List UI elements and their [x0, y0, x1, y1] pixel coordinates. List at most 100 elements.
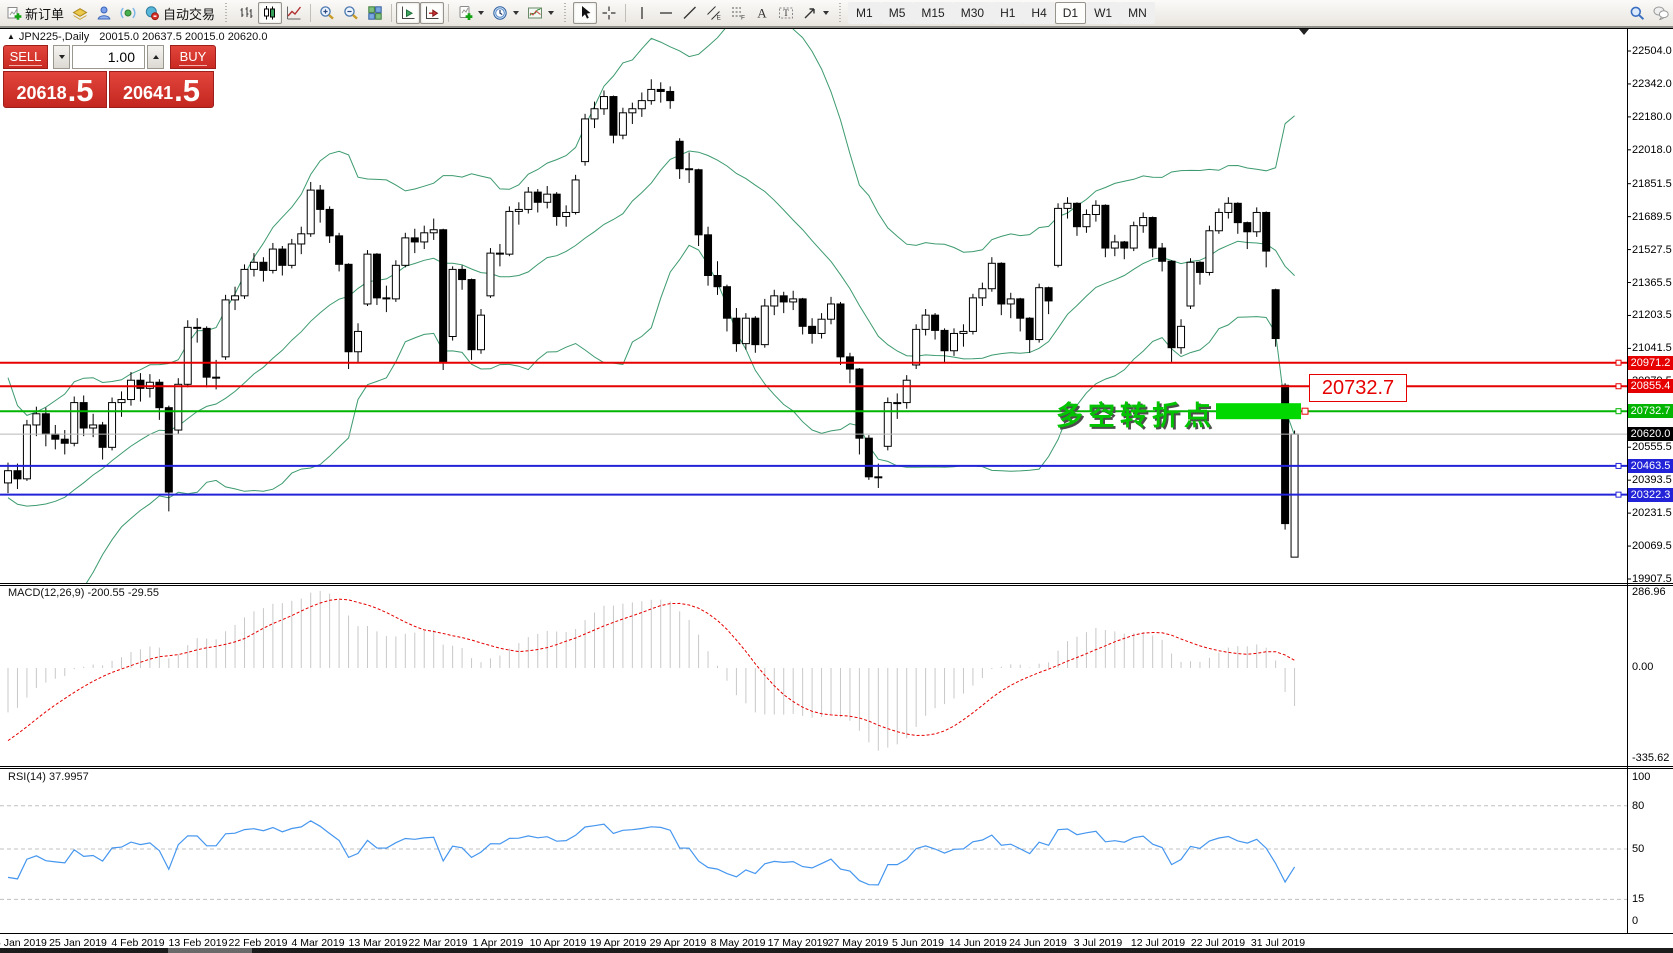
buy-price[interactable]: 20641.5 [109, 71, 214, 108]
search-button[interactable] [1625, 2, 1649, 24]
candle-body [524, 191, 533, 210]
date-tick-label: 22 Mar 2019 [408, 937, 468, 949]
candle-body [1016, 298, 1025, 319]
rsi-panel[interactable] [0, 805, 1627, 900]
timeframe-button-mn[interactable]: MN [1120, 2, 1155, 24]
timeframe-button-h1[interactable]: H1 [992, 2, 1024, 24]
timeframe-button-d1[interactable]: D1 [1054, 2, 1087, 24]
candle-body [1214, 211, 1223, 232]
fibonacci-button[interactable]: F [726, 2, 750, 24]
label-anchor-handle[interactable] [1301, 407, 1309, 415]
chart-profiles-button[interactable] [68, 2, 92, 24]
toolbar-drag-handle[interactable] [563, 3, 569, 23]
timeframe-button-m15[interactable]: M15 [913, 2, 953, 24]
indicators-icon [459, 6, 473, 20]
line-handle[interactable] [1615, 408, 1622, 415]
candle-body [297, 233, 306, 245]
toolbar-button-label: 自动交易 [163, 6, 216, 22]
price-tick-label: 21041.5 [1632, 342, 1672, 355]
highlight-zone[interactable] [1216, 403, 1301, 420]
svg-text:F: F [741, 15, 745, 22]
trendline-button[interactable] [678, 2, 702, 24]
candle-body [448, 268, 457, 338]
chat-button[interactable] [1649, 2, 1673, 24]
signals-button[interactable] [116, 2, 140, 24]
tile-windows-button[interactable] [363, 2, 387, 24]
candle-body [249, 261, 258, 270]
macd-panel[interactable] [7, 591, 1296, 751]
sell-button[interactable]: SELL [3, 45, 48, 69]
chart-shift-marker-icon[interactable] [1299, 29, 1309, 35]
price-label-box[interactable]: 20732.7 [1309, 374, 1407, 402]
dropdown-arrow-icon[interactable] [513, 11, 520, 15]
templates-button[interactable] [523, 2, 558, 24]
horizontal-line-button[interactable] [654, 2, 678, 24]
buy-button[interactable]: BUY [170, 45, 216, 69]
line-handle[interactable] [1615, 462, 1622, 469]
candle-body [713, 274, 722, 288]
volume-decrease-button[interactable] [53, 45, 70, 69]
candle-body [628, 108, 637, 114]
market-watch-button[interactable] [92, 2, 116, 24]
text-button[interactable]: A [750, 2, 774, 24]
volume-increase-button[interactable] [147, 45, 164, 69]
line-handle[interactable] [1615, 359, 1622, 366]
turning-point-annotation[interactable]: 多空转折点 [1056, 401, 1216, 431]
zoom-out-button[interactable] [339, 2, 363, 24]
price-tick-label: 21851.5 [1632, 177, 1672, 190]
equidistant-channel-button[interactable]: E [702, 2, 726, 24]
candle-body [827, 303, 836, 320]
candle-body [789, 298, 798, 303]
bar-chart-button[interactable] [234, 2, 258, 24]
crosshair-button[interactable] [597, 2, 621, 24]
autotrade-button[interactable]: 自动交易 [140, 2, 219, 24]
candle-body [666, 90, 675, 102]
candlestick-chart-button[interactable] [258, 2, 283, 24]
text-label-button[interactable]: T [774, 2, 798, 24]
line-chart-icon [287, 6, 302, 20]
bollinger-middle-band[interactable] [7, 150, 1295, 507]
timeframe-button-m5[interactable]: M5 [880, 2, 914, 24]
line-handle[interactable] [1615, 383, 1622, 390]
timeframe-button-m1[interactable]: M1 [848, 2, 881, 24]
collapse-triangle-icon[interactable]: ▲ [7, 32, 15, 41]
sell-price[interactable]: 20618.5 [3, 71, 107, 108]
rsi-axis-label: 80 [1632, 799, 1645, 812]
candle-body [741, 317, 750, 345]
toolbar-drag-handle[interactable] [224, 3, 230, 23]
timeframe-button-m30[interactable]: M30 [952, 2, 993, 24]
line-handle[interactable] [1615, 491, 1622, 498]
indicators-button[interactable] [453, 2, 488, 24]
candle-body [562, 211, 571, 218]
candle-body [637, 100, 646, 110]
candle-body [193, 326, 202, 329]
fibonacci-icon: F [732, 7, 745, 22]
dropdown-arrow-icon[interactable] [823, 11, 830, 15]
candle-body [685, 168, 694, 171]
candle-body [1101, 204, 1110, 249]
vertical-line-button[interactable] [630, 2, 654, 24]
zoom-in-button[interactable] [315, 2, 339, 24]
dropdown-arrow-icon[interactable] [548, 11, 555, 15]
new-order-button[interactable]: 新订单 [2, 2, 68, 24]
periods-button[interactable] [488, 2, 523, 24]
auto-scroll-button[interactable] [396, 2, 421, 24]
arrows-button[interactable] [798, 2, 833, 24]
bollinger-lower-band[interactable] [8, 244, 1296, 617]
timeframe-button-w1[interactable]: W1 [1086, 2, 1121, 24]
dropdown-arrow-icon[interactable] [478, 11, 485, 15]
triangle-down-icon [58, 55, 65, 59]
volume-input[interactable] [72, 45, 145, 69]
scrollbar-thumb[interactable] [168, 948, 252, 953]
chart-shift-button[interactable] [420, 2, 445, 24]
candle-body [401, 237, 410, 266]
cursor-button[interactable] [573, 2, 598, 24]
toolbar-drag-handle[interactable] [838, 3, 844, 23]
line-chart-button[interactable] [282, 2, 306, 24]
price-tick-label: 19907.5 [1632, 573, 1672, 585]
candle-body [221, 299, 230, 358]
timeframe-button-h4[interactable]: H4 [1023, 2, 1055, 24]
svg-text:A: A [757, 6, 767, 21]
candle-body [429, 229, 438, 234]
